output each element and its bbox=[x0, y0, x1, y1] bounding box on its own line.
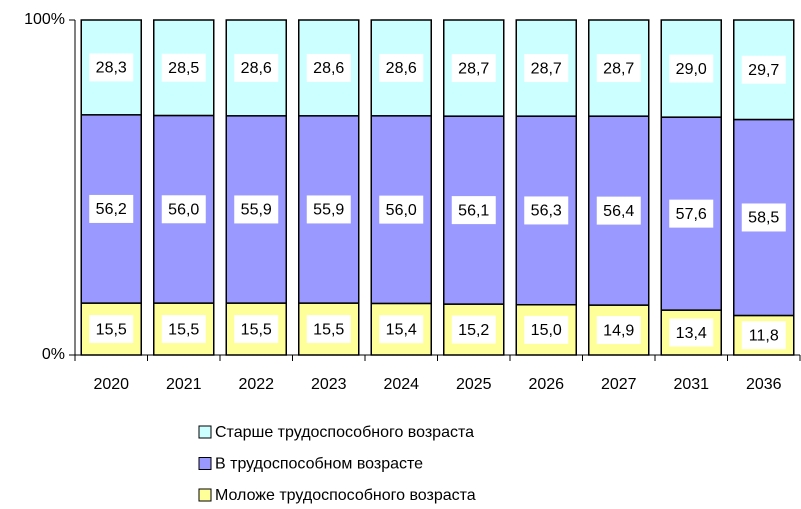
value-label: 56,2 bbox=[96, 201, 127, 218]
value-label: 29,0 bbox=[676, 61, 707, 78]
label-box bbox=[89, 194, 134, 223]
label-box bbox=[379, 195, 424, 224]
value-label: 56,0 bbox=[386, 202, 417, 219]
value-label: 13,4 bbox=[676, 325, 707, 342]
value-label: 55,9 bbox=[241, 202, 272, 219]
label-box bbox=[741, 321, 786, 350]
label-box bbox=[379, 315, 424, 344]
x-tick-label: 2020 bbox=[93, 376, 129, 393]
legend-swatch bbox=[198, 488, 212, 502]
label-box bbox=[669, 318, 714, 347]
label-box bbox=[524, 54, 569, 83]
value-label: 28,7 bbox=[603, 60, 634, 77]
label-box bbox=[741, 203, 786, 232]
label-box bbox=[379, 53, 424, 82]
value-label: 14,9 bbox=[603, 322, 634, 339]
value-label: 15,5 bbox=[168, 321, 199, 338]
value-label: 28,7 bbox=[531, 60, 562, 77]
label-box bbox=[161, 315, 206, 344]
label-box bbox=[161, 195, 206, 224]
value-label: 28,6 bbox=[386, 60, 417, 77]
label-box bbox=[306, 53, 351, 82]
value-label: 15,2 bbox=[458, 322, 489, 339]
x-tick-label: 2025 bbox=[456, 376, 492, 393]
value-label: 28,6 bbox=[313, 60, 344, 77]
value-label: 56,1 bbox=[458, 202, 489, 219]
x-tick-label: 2026 bbox=[528, 376, 564, 393]
value-label: 11,8 bbox=[749, 327, 779, 344]
x-tick-label: 2024 bbox=[383, 376, 419, 393]
value-label: 55,9 bbox=[313, 202, 344, 219]
label-box bbox=[596, 54, 641, 83]
x-tick-label: 2027 bbox=[601, 376, 637, 393]
value-label: 56,4 bbox=[603, 203, 634, 220]
legend-swatch bbox=[198, 425, 212, 439]
value-label: 15,5 bbox=[241, 321, 272, 338]
label-box bbox=[451, 315, 496, 344]
label-box bbox=[596, 316, 641, 345]
y-tick-label: 100% bbox=[24, 11, 65, 28]
value-label: 15,5 bbox=[313, 321, 344, 338]
label-box bbox=[306, 315, 351, 344]
label-box bbox=[669, 54, 714, 83]
label-box bbox=[451, 196, 496, 225]
label-box bbox=[89, 53, 134, 82]
label-box bbox=[596, 196, 641, 225]
value-label: 58,5 bbox=[748, 210, 779, 227]
value-label: 28,7 bbox=[458, 60, 489, 77]
label-box bbox=[669, 199, 714, 228]
value-label: 57,6 bbox=[676, 206, 707, 223]
label-box bbox=[234, 195, 279, 224]
label-box bbox=[741, 55, 786, 84]
label-box bbox=[234, 53, 279, 82]
value-label: 15,0 bbox=[531, 322, 562, 339]
legend-label: Моложе трудоспособного возраста bbox=[215, 487, 476, 504]
value-label: 56,0 bbox=[168, 201, 199, 218]
value-label: 29,7 bbox=[748, 62, 779, 79]
label-box bbox=[524, 315, 569, 344]
label-box bbox=[89, 315, 134, 344]
label-box bbox=[306, 195, 351, 224]
value-label: 28,6 bbox=[241, 60, 272, 77]
x-tick-label: 2021 bbox=[166, 376, 202, 393]
label-box bbox=[234, 315, 279, 344]
label-box bbox=[524, 196, 569, 225]
label-box bbox=[161, 53, 206, 82]
x-tick-label: 2031 bbox=[673, 376, 709, 393]
value-label: 15,5 bbox=[96, 321, 127, 338]
value-label: 56,3 bbox=[531, 203, 562, 220]
value-label: 28,3 bbox=[96, 60, 127, 77]
label-box bbox=[451, 54, 496, 83]
x-tick-label: 2036 bbox=[746, 376, 782, 393]
legend-label: В трудоспособном возрасте bbox=[215, 456, 423, 473]
value-label: 28,5 bbox=[168, 60, 199, 77]
x-tick-label: 2022 bbox=[238, 376, 274, 393]
value-label: 15,4 bbox=[386, 321, 417, 338]
x-tick-label: 2023 bbox=[311, 376, 347, 393]
y-tick-label: 0% bbox=[42, 346, 65, 363]
legend-swatch bbox=[198, 457, 212, 470]
legend-label: Старше трудоспособного возраста bbox=[215, 424, 474, 441]
